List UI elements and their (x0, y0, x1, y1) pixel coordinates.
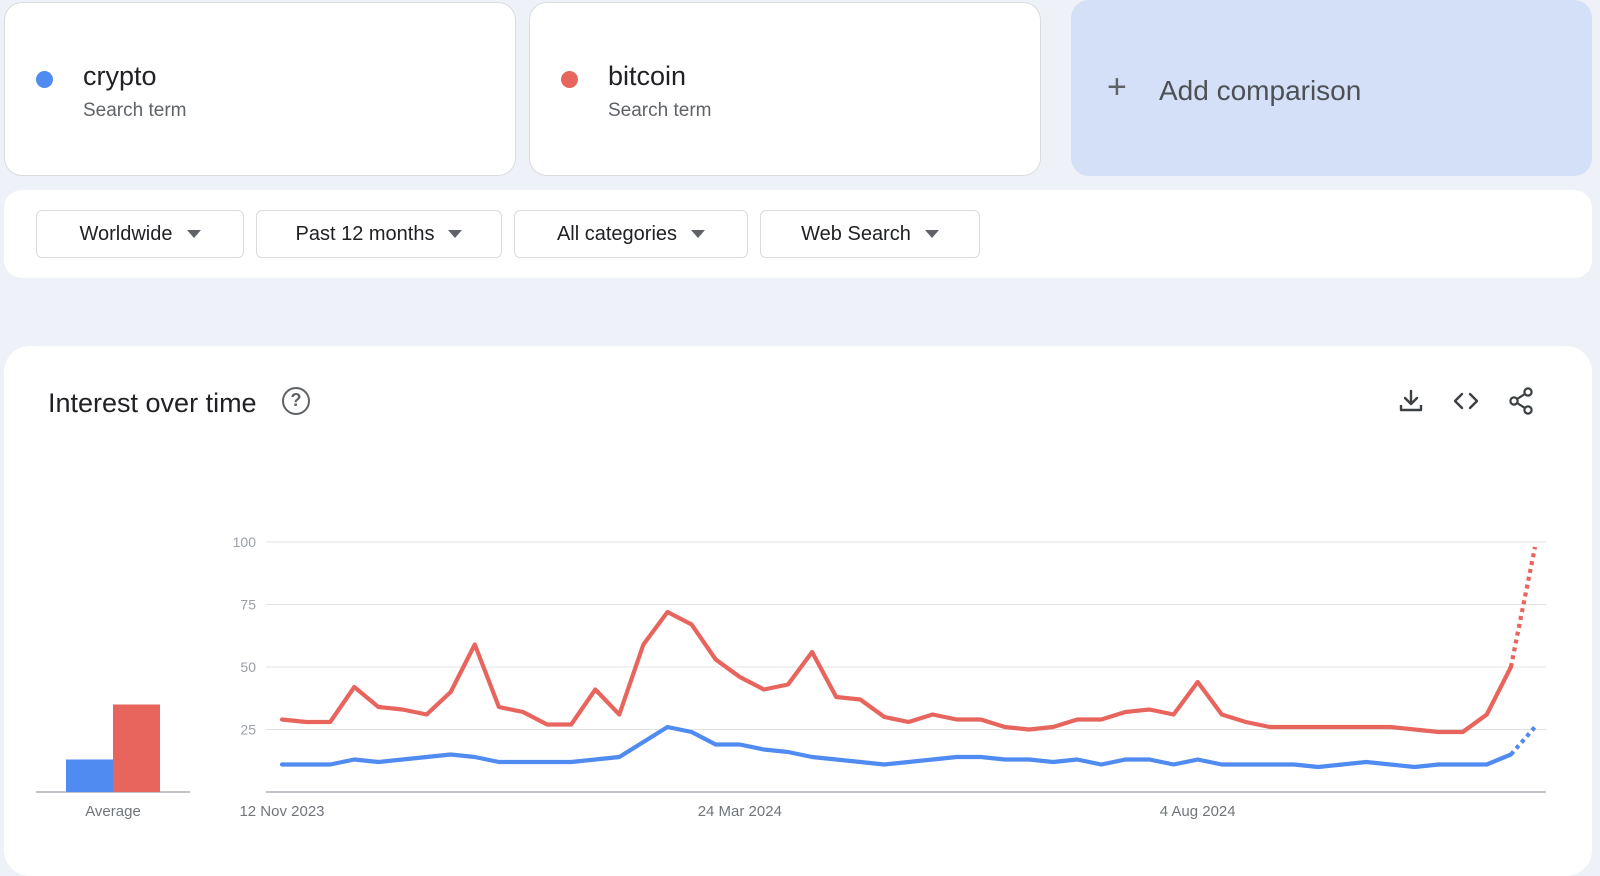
series-partial-line-bitcoin (1508, 546, 1538, 668)
y-tick-label: 100 (233, 534, 257, 550)
filter-bar: Worldwide Past 12 months All categories … (4, 190, 1592, 278)
x-tick-label: 4 Aug 2024 (1160, 803, 1236, 820)
series-line-crypto (279, 724, 1514, 770)
y-tick-label: 25 (240, 722, 256, 738)
download-icon[interactable] (1396, 386, 1426, 416)
caret-down-icon (448, 230, 463, 238)
timeframe-dropdown[interactable]: Past 12 months (256, 210, 502, 258)
add-comparison-button[interactable]: + Add comparison (1071, 0, 1592, 176)
x-tick-label: 24 Mar 2024 (698, 803, 782, 820)
term-subtitle: Search term (608, 100, 712, 121)
property-dropdown[interactable]: Web Search (760, 210, 980, 258)
y-tick-label: 50 (240, 659, 256, 675)
interest-line-chart[interactable]: 100 75 50 25 12 Nov 2023 24 Mar 2024 4 Aug 202… (4, 346, 1592, 856)
region-dropdown[interactable]: Worldwide (36, 210, 244, 258)
crypto-color-dot (36, 71, 53, 88)
term-card-crypto[interactable]: crypto Search term (4, 2, 516, 176)
add-comparison-label: Add comparison (1159, 75, 1362, 106)
bitcoin-color-dot (561, 71, 578, 88)
share-icon[interactable] (1506, 386, 1536, 416)
term-name[interactable]: crypto (83, 61, 157, 91)
x-tick-label: 12 Nov 2023 (239, 803, 324, 820)
average-label: Average (85, 803, 141, 820)
series-partial-line-crypto (1509, 725, 1537, 756)
average-bar-crypto (66, 759, 113, 792)
property-dropdown-label: Web Search (801, 222, 911, 245)
average-bar-bitcoin (113, 704, 160, 792)
chart-title: Interest over time (48, 388, 257, 418)
term-name[interactable]: bitcoin (608, 61, 687, 91)
series-line-bitcoin (279, 609, 1514, 735)
timeframe-dropdown-label: Past 12 months (295, 222, 435, 245)
term-subtitle: Search term (83, 100, 187, 121)
embed-code-icon[interactable] (1451, 386, 1481, 416)
region-dropdown-label: Worldwide (79, 222, 173, 245)
plus-icon: + (1107, 68, 1127, 106)
caret-down-icon (186, 230, 201, 238)
interest-over-time-card: Interest over time ? 100 75 50 25 12 Nov 202… (4, 346, 1592, 876)
category-dropdown-label: All categories (556, 222, 678, 245)
caret-down-icon (691, 230, 706, 238)
caret-down-icon (924, 230, 939, 238)
term-card-bitcoin[interactable]: bitcoin Search term (529, 2, 1041, 176)
category-dropdown[interactable]: All categories (514, 210, 748, 258)
help-icon[interactable]: ? (282, 387, 310, 415)
y-tick-label: 75 (240, 597, 256, 613)
